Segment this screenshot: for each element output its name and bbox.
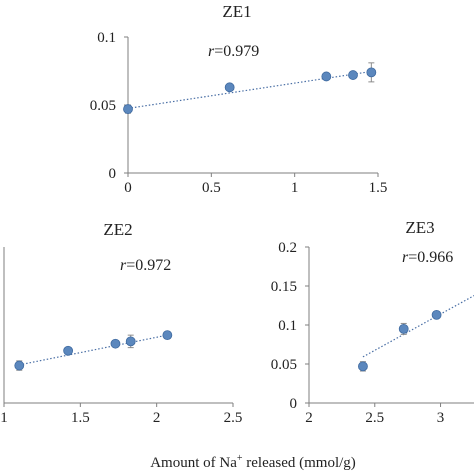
y-tick-label-ze3: 0.15 xyxy=(271,279,297,295)
x-tick-label-ze2: 1 xyxy=(0,410,8,426)
y-tick-label-ze3: 0.05 xyxy=(271,357,297,373)
r-value-ze1: =0.979 xyxy=(214,43,259,60)
data-point-ze1 xyxy=(224,82,235,93)
r-symbol-ze2: r xyxy=(120,257,127,274)
r-annotation-ze2: r=0.972 xyxy=(120,257,171,274)
data-point-ze1 xyxy=(321,71,332,82)
r-symbol-ze1: r xyxy=(208,43,215,60)
y-tick-label-ze3: 0.2 xyxy=(278,240,297,256)
chart-ze1: ZE1 r=0.979 0 0.5 1 1.5 0 0.05 0.1 xyxy=(90,2,388,196)
x-tick-label-ze1: 1.5 xyxy=(369,180,388,196)
chart-title-ze3: ZE3 xyxy=(405,218,434,237)
x-tick-label-ze2: 1.5 xyxy=(71,410,90,426)
data-point-ze2 xyxy=(63,345,74,356)
chart-title-ze2: ZE2 xyxy=(103,220,132,239)
data-point-ze1 xyxy=(366,67,377,78)
trendline-ze1 xyxy=(127,70,372,109)
r-annotation-ze1: r=0.979 xyxy=(208,43,259,60)
x-tick-label-ze3: 3 xyxy=(437,410,445,426)
data-point-ze2 xyxy=(125,336,136,347)
data-point-ze3 xyxy=(431,309,442,320)
data-point-ze1 xyxy=(348,70,358,80)
data-point-ze1 xyxy=(123,104,133,114)
x-tick-label-ze2: 2.5 xyxy=(224,410,243,426)
chart-ze2: ZE2 r=0.972 1 1.5 2 2.5 xyxy=(0,220,242,426)
x-tick-label-ze3: 2 xyxy=(305,410,313,426)
r-value-ze2: =0.972 xyxy=(126,257,171,274)
x-tick-label-ze1: 0 xyxy=(124,180,132,196)
x-tick-label-ze1: 0.5 xyxy=(202,180,221,196)
y-tick-label-ze3: 0 xyxy=(290,396,298,412)
r-symbol-ze3: r xyxy=(402,249,409,266)
chart-title-ze1: ZE1 xyxy=(222,2,251,21)
data-point-ze3 xyxy=(398,323,409,334)
data-point-ze2 xyxy=(14,360,25,371)
trendline-ze3 xyxy=(362,294,474,358)
y-tick-label-ze3: 0.1 xyxy=(278,318,297,334)
trendline-ze2 xyxy=(19,334,168,366)
x-tick-label-ze1: 1 xyxy=(291,180,299,196)
chart-ze3: ZE3 r=0.966 2 2.5 3 0 0.05 0.1 0.15 0.2 xyxy=(271,218,474,426)
y-tick-label-ze1: 0 xyxy=(109,166,117,182)
y-tick-label-ze1: 0.1 xyxy=(97,30,116,46)
data-point-ze2 xyxy=(110,338,121,349)
x-tick-label-ze3: 2.5 xyxy=(365,410,384,426)
data-point-ze3 xyxy=(358,361,368,372)
data-point-ze2 xyxy=(162,330,173,341)
y-tick-label-ze1: 0.05 xyxy=(90,98,116,114)
r-value-ze3: =0.966 xyxy=(408,249,453,266)
x-tick-label-ze2: 2 xyxy=(153,410,161,426)
x-axis-label: Amount of Na+ released (mmol/g) xyxy=(150,453,356,471)
r-annotation-ze3: r=0.966 xyxy=(402,249,453,266)
